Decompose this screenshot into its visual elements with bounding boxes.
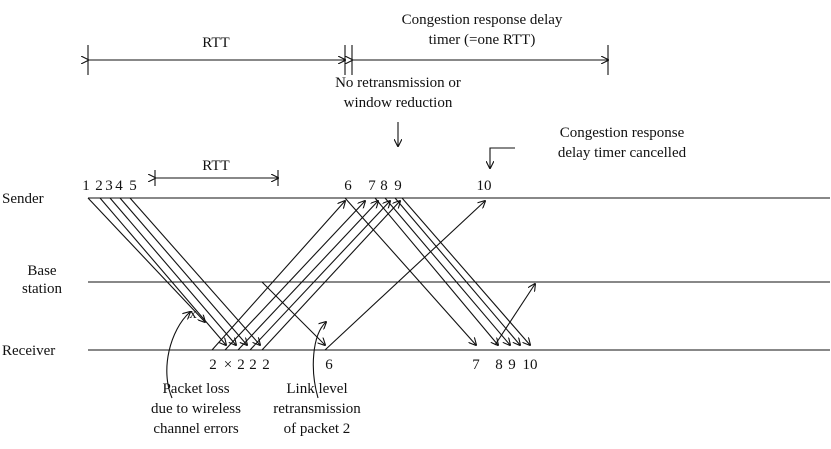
sender-packet: 8 [380,178,388,194]
row-label: Receiver [2,343,55,359]
sender-packet: 9 [394,178,402,194]
sender-packet: 2 [95,178,103,194]
annotation: x [189,306,197,322]
row-label: Sender [2,191,44,207]
annotation: Packet loss [162,381,229,397]
row-label: station [22,281,62,297]
annotation: channel errors [153,421,239,437]
annotation: RTT [202,35,229,51]
sender-packet: 5 [129,178,137,194]
annotation: retransmission [273,401,361,417]
interval-markers [88,45,608,186]
annotation: Congestion response [560,125,685,141]
annotation: RTT [202,158,229,174]
packet-arrows [87,197,535,351]
sender-packet: 6 [344,178,352,194]
annotation: No retransmission or [335,75,461,91]
receiver-packet: 2 [249,357,257,373]
receiver-packet: 7 [472,357,480,373]
callout-arrows [166,122,515,399]
sender-packet: 1 [82,178,90,194]
receiver-packet: 2 [237,357,245,373]
receiver-packet: 6 [325,357,333,373]
annotation: window reduction [344,95,453,111]
receiver-packet: × [224,357,232,373]
receiver-packet: 8 [495,357,503,373]
sender-packet: 4 [115,178,123,194]
annotation: timer (=one RTT) [429,32,536,48]
receiver-packet: 2 [209,357,217,373]
annotation: due to wireless [151,401,241,417]
timelines [88,197,830,351]
receiver-packet: 9 [508,357,516,373]
receiver-packet: 2 [262,357,270,373]
sender-packet: 10 [477,178,492,194]
annotation: delay timer cancelled [558,145,687,161]
annotation: Link level [286,381,347,397]
receiver-packet: 10 [523,357,538,373]
sender-packet: 7 [368,178,376,194]
annotation: of packet 2 [284,421,351,437]
sender-packet: 3 [105,178,113,194]
row-label: Base [27,263,57,279]
annotation: Congestion response delay [402,12,563,28]
